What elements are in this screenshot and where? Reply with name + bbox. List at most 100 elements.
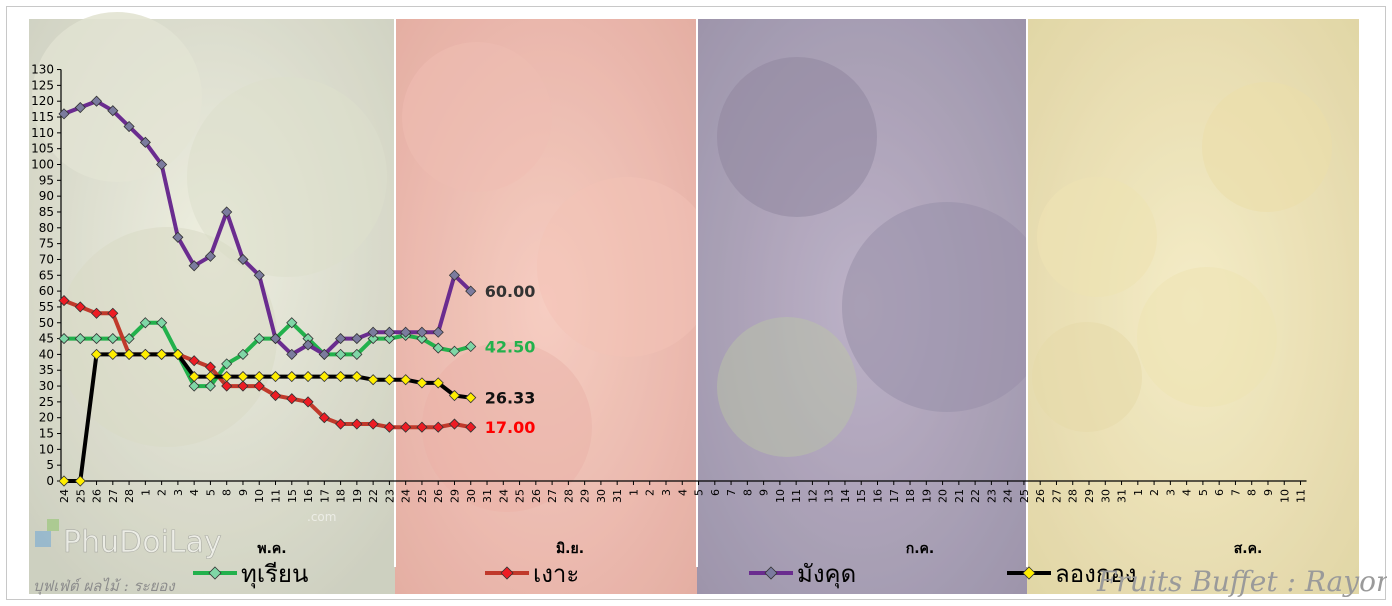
data-point-marker <box>383 374 395 386</box>
series-layer <box>58 95 477 487</box>
x-tick-label: 4 <box>676 489 689 496</box>
legend: ทุเรียน เงาะ มังคุด ลองกอง <box>193 560 1137 589</box>
chart-frame: PhuDoiLay .com 0 5 10 15 20 25 30 35 40 45 50 55 60 6… <box>6 6 1387 600</box>
data-point-marker <box>465 392 477 404</box>
month-label: ก.ค. <box>906 541 934 557</box>
data-point-marker <box>107 333 119 345</box>
legend-item: ทุเรียน <box>193 560 308 589</box>
x-tick-label: 23 <box>383 489 396 503</box>
data-point-marker <box>156 158 168 171</box>
series-line-group <box>58 317 477 392</box>
y-tick-label: 65 <box>39 268 54 282</box>
logo-com: .com <box>307 510 336 524</box>
x-tick-label: 27 <box>107 489 120 503</box>
data-point-marker <box>253 370 265 383</box>
data-point-marker <box>237 370 249 383</box>
y-tick-label: 105 <box>31 142 54 156</box>
data-point-marker <box>400 374 412 386</box>
x-tick-label: 7 <box>725 489 738 496</box>
y-tick-label: 95 <box>39 173 54 187</box>
x-tick-label: 26 <box>91 489 104 503</box>
data-point-marker <box>139 348 151 360</box>
x-tick-label: 9 <box>237 489 250 496</box>
x-tick-label: 18 <box>335 489 348 503</box>
data-point-marker <box>74 101 86 114</box>
y-tick-label: 35 <box>39 363 54 377</box>
legend-swatch-marker <box>764 566 778 580</box>
month-label: พ.ค. <box>257 541 286 557</box>
data-point-marker <box>416 333 428 345</box>
y-tick-label: 130 <box>31 63 54 77</box>
x-tick-label: 2 <box>1148 489 1161 496</box>
data-point-marker <box>383 326 395 338</box>
month-label: ส.ค. <box>1234 541 1263 557</box>
data-point-marker <box>172 348 184 360</box>
x-tick-label: 8 <box>221 489 234 496</box>
data-point-marker <box>188 260 200 272</box>
x-tick-label: 20 <box>937 489 950 503</box>
month-label: มิ.ย. <box>556 541 584 557</box>
x-tick-label: 24 <box>1002 489 1015 503</box>
data-point-marker <box>302 396 314 408</box>
data-point-marker <box>318 348 330 360</box>
data-point-marker <box>383 421 395 433</box>
x-tick-label: 29 <box>1083 489 1096 503</box>
x-tick-label: 3 <box>660 489 673 496</box>
x-tick-label: 2 <box>644 489 657 496</box>
data-point-marker <box>139 317 151 329</box>
x-tick-label: 22 <box>969 489 982 503</box>
data-point-marker <box>204 250 216 262</box>
data-point-marker <box>107 105 119 117</box>
data-point-marker <box>367 333 379 345</box>
x-tick-label: 30 <box>1099 489 1112 503</box>
x-tick-label: 16 <box>872 489 885 503</box>
background-panels <box>29 12 1359 594</box>
data-point-marker <box>302 339 314 351</box>
legend-swatch-marker <box>500 566 514 580</box>
data-point-marker <box>237 348 249 360</box>
x-tick-label: 17 <box>318 489 331 503</box>
y-tick-label: 50 <box>39 316 54 330</box>
data-point-marker <box>172 231 184 243</box>
data-point-marker <box>221 380 233 392</box>
y-tick-label: 25 <box>39 395 54 409</box>
x-tick-label: 10 <box>253 489 266 503</box>
x-tick-label: 28 <box>562 489 575 503</box>
x-tick-label: 8 <box>741 489 754 496</box>
data-point-marker <box>90 95 103 107</box>
data-point-marker <box>286 348 298 360</box>
watermark-english: Fruits Buffet : Rayong <box>1096 565 1387 598</box>
data-point-marker <box>156 348 168 360</box>
legend-label: ทุเรียน <box>241 560 308 589</box>
x-tick-label: 28 <box>123 489 136 503</box>
legend-swatch-marker <box>208 566 222 580</box>
y-tick-label: 5 <box>46 458 54 472</box>
x-tick-label: 3 <box>172 489 185 496</box>
data-point-marker <box>465 285 477 297</box>
data-point-marker <box>58 475 70 487</box>
x-tick-label: 3 <box>1164 489 1177 496</box>
data-point-marker <box>58 295 70 307</box>
data-point-marker <box>335 370 347 383</box>
x-tick-label: 24 <box>400 489 413 503</box>
x-tick-label: 31 <box>481 489 494 503</box>
y-tick-label: 45 <box>39 332 54 346</box>
x-tick-label: 5 <box>1197 489 1210 496</box>
data-point-marker <box>221 206 233 218</box>
data-point-marker <box>253 380 265 392</box>
x-tick-label: 26 <box>432 489 445 503</box>
x-tick-label: 4 <box>188 489 201 496</box>
data-point-marker <box>204 370 216 383</box>
x-tick-label: 16 <box>302 489 315 503</box>
y-tick-label: 120 <box>31 94 54 108</box>
x-tick-label: 24 <box>497 489 510 503</box>
y-tick-label: 110 <box>31 126 54 140</box>
legend-item: มังคุด <box>749 560 856 589</box>
x-tick-label: 1 <box>1132 489 1145 496</box>
series-line-group <box>58 95 477 360</box>
y-tick-label: 15 <box>39 427 54 441</box>
x-tick-label: 10 <box>1278 489 1291 503</box>
data-point-marker <box>448 418 461 430</box>
legend-label: ลองกอง <box>1055 560 1137 588</box>
x-tick-label: 14 <box>839 489 852 503</box>
